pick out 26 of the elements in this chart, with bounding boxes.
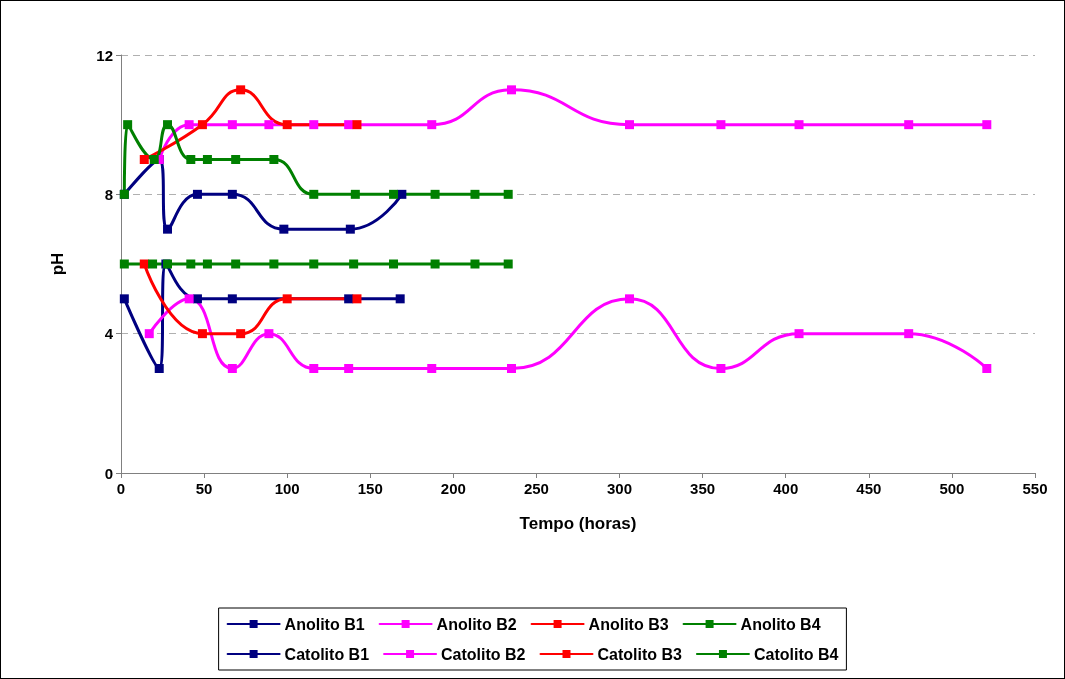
legend-label: Catolito B4 <box>753 645 839 663</box>
y-tick-label: 0 <box>104 464 113 482</box>
y-axis-title: pH <box>48 252 67 276</box>
legend-label: Anolito B4 <box>740 615 821 633</box>
legend-label: Catolito B1 <box>284 645 370 663</box>
x-tick-label: 0 <box>116 480 126 497</box>
legend-label: Catolito B2 <box>441 645 526 663</box>
x-tick-label: 150 <box>357 480 383 497</box>
x-tick-label: 550 <box>1022 480 1048 497</box>
y-tick-label: 8 <box>104 185 113 203</box>
x-tick-label: 200 <box>440 480 466 497</box>
x-tick-label: 250 <box>523 480 549 497</box>
y-tick-label: 12 <box>96 46 113 64</box>
y-tick-label: 4 <box>104 325 114 343</box>
x-tick-label: 100 <box>274 480 300 497</box>
legend-label: Anolito B1 <box>284 615 365 633</box>
x-tick-label: 400 <box>773 480 799 497</box>
x-tick-label: 50 <box>195 480 213 497</box>
x-tick-label: 500 <box>939 480 965 497</box>
x-tick-label: 300 <box>607 480 633 497</box>
x-tick-label: 350 <box>690 480 716 497</box>
legend-label: Catolito B3 <box>597 645 683 663</box>
legend-label: Anolito B2 <box>436 615 517 633</box>
legend-label: Anolito B3 <box>588 615 669 633</box>
x-axis-title: Tempo (horas) <box>519 514 637 533</box>
x-tick-label: 450 <box>856 480 882 497</box>
